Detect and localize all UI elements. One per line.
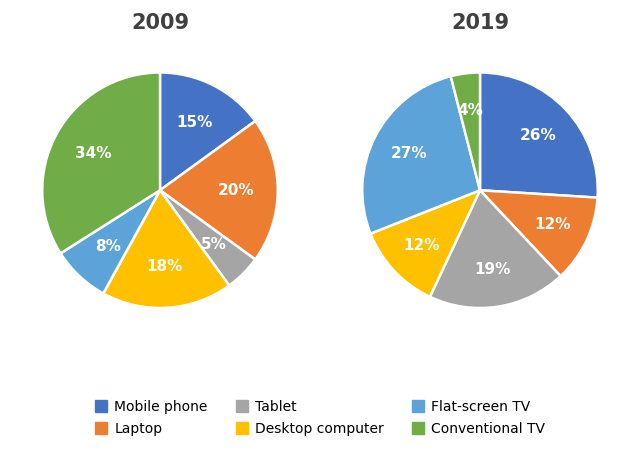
Legend: Mobile phone, Laptop, Tablet, Desktop computer, Flat-screen TV, Conventional TV: Mobile phone, Laptop, Tablet, Desktop co… — [90, 394, 550, 442]
Wedge shape — [480, 190, 598, 276]
Wedge shape — [42, 72, 160, 253]
Title: 2009: 2009 — [131, 13, 189, 33]
Text: 5%: 5% — [201, 237, 227, 252]
Wedge shape — [480, 72, 598, 198]
Text: 4%: 4% — [457, 103, 483, 118]
Wedge shape — [362, 76, 480, 234]
Wedge shape — [103, 190, 229, 308]
Text: 12%: 12% — [403, 237, 440, 253]
Text: 8%: 8% — [95, 239, 120, 254]
Title: 2019: 2019 — [451, 13, 509, 33]
Text: 34%: 34% — [75, 146, 111, 161]
Text: 20%: 20% — [218, 183, 255, 198]
Wedge shape — [371, 190, 480, 297]
Wedge shape — [451, 72, 480, 190]
Wedge shape — [430, 190, 561, 308]
Wedge shape — [160, 121, 278, 260]
Text: 26%: 26% — [520, 128, 557, 143]
Wedge shape — [160, 72, 255, 190]
Text: 27%: 27% — [390, 146, 427, 161]
Wedge shape — [160, 190, 255, 285]
Text: 19%: 19% — [474, 262, 511, 277]
Text: 15%: 15% — [177, 115, 213, 130]
Wedge shape — [61, 190, 160, 294]
Text: 18%: 18% — [147, 259, 183, 274]
Text: 12%: 12% — [534, 217, 571, 232]
